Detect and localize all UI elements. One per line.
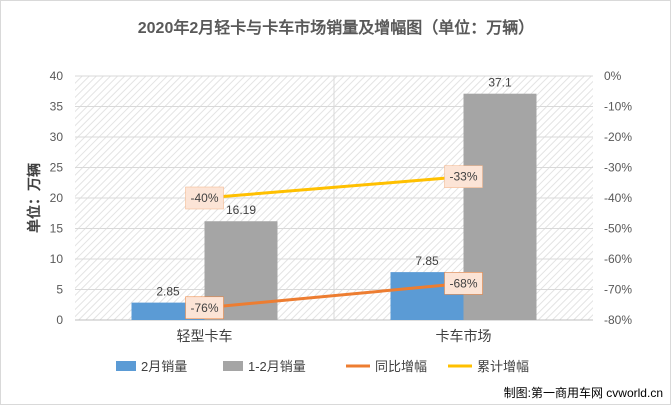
watermark: 制图:第一商用车网 cvworld.cn [504,385,663,400]
y-tick-label: 30 [50,130,64,144]
y-axis-title: 单位：万辆 [26,163,42,233]
y-axis-right-ticks: -80% -70% -60% -50% -40% -30% -20% -10% 0% [604,69,632,327]
y2-tick-label: -30% [604,161,632,175]
y2-tick-label: -40% [604,191,632,205]
legend-swatch [223,361,243,371]
y-tick-label: 25 [50,161,64,175]
y2-tick-label: 0% [604,69,622,83]
line-label-box [185,296,224,320]
series-line [203,175,465,200]
bar-data-label: 7.85 [415,254,439,268]
line-label-box [185,186,224,210]
y-tick-label: 10 [50,252,64,266]
line-data-label: -40% [190,191,218,205]
x-category-label: 卡车市场 [436,328,492,344]
bar-data-label: 2.85 [156,285,180,299]
legend-label: 1-2月销量 [248,359,306,374]
y-tick-label: 0 [56,313,63,327]
y2-tick-label: -70% [604,283,632,297]
y2-tick-label: -60% [604,252,632,266]
line-data-label: -68% [449,276,477,290]
bar-data-label: 16.19 [226,203,256,217]
line-data-label: -33% [449,170,477,184]
y2-tick-label: -50% [604,222,632,236]
legend-swatch [116,361,136,371]
lines-layer [203,175,465,310]
x-axis-categories: 轻型卡车 卡车市场 [177,328,492,344]
y2-tick-label: -20% [604,130,632,144]
y-tick-label: 35 [50,100,64,114]
y2-tick-label: -80% [604,313,632,327]
legend: 2月销量 1-2月销量 同比增幅 累计增幅 [116,359,529,374]
labels-layer: 2.85 7.85 16.19 37.1 -76% -68% -40% -33% [156,76,512,320]
legend-label: 累计增幅 [477,359,529,374]
legend-label: 同比增幅 [375,359,427,374]
y2-tick-label: -10% [604,100,632,114]
y-tick-label: 20 [50,191,64,205]
legend-label: 2月销量 [141,359,187,374]
line-label-box [444,272,483,295]
x-category-label: 轻型卡车 [177,328,233,344]
y-tick-label: 5 [56,283,63,297]
line-data-label: -76% [190,301,218,315]
y-tick-label: 40 [50,69,64,83]
y-axis-left-ticks: 0 5 10 15 20 25 30 35 40 [50,69,64,327]
bar-data-label: 37.1 [488,76,512,90]
y-tick-label: 15 [50,222,64,236]
chart-title: 2020年2月轻卡与卡车市场销量及增幅图（单位：万辆） [138,18,535,37]
series-line [203,281,465,310]
line-label-box [444,165,483,188]
